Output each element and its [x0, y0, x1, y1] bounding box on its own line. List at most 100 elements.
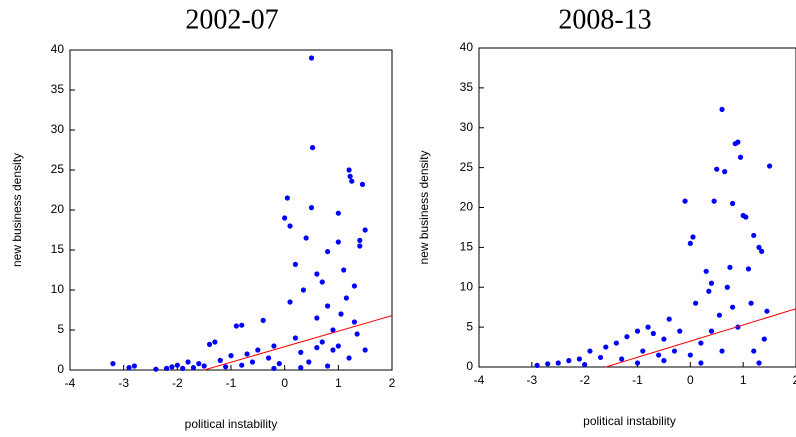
point [351, 283, 358, 289]
point [661, 336, 667, 342]
y-tick-label: 40 [460, 40, 474, 54]
point [212, 339, 218, 345]
point [306, 359, 312, 365]
point [201, 363, 207, 369]
x-tick-label: 2 [793, 373, 796, 387]
point [359, 181, 366, 187]
plot-frame [478, 47, 796, 368]
point [169, 364, 175, 370]
point [730, 304, 736, 310]
point [687, 240, 693, 246]
point [708, 328, 715, 334]
x-tick-label: -4 [65, 376, 76, 390]
point [325, 303, 331, 309]
y-tick-label: 0 [57, 362, 64, 376]
point [271, 365, 277, 371]
point [719, 106, 725, 113]
x-tick-label: -1 [226, 376, 237, 390]
point [698, 340, 704, 346]
point [582, 362, 588, 368]
point [330, 327, 336, 333]
point [131, 363, 137, 369]
point [619, 356, 625, 362]
y-tick-label: 40 [51, 42, 65, 56]
x-tick-label: -3 [118, 376, 129, 390]
y-tick-label: 15 [51, 242, 65, 256]
point [335, 210, 341, 216]
point [330, 347, 336, 353]
point [661, 358, 667, 364]
x-axis-label: political instability [583, 414, 676, 428]
point [362, 347, 368, 353]
point [349, 178, 355, 184]
point [298, 349, 304, 355]
point [292, 261, 298, 267]
point [351, 319, 358, 325]
point [239, 322, 245, 328]
point [314, 315, 320, 321]
point [319, 339, 325, 345]
point [751, 348, 757, 354]
point [347, 173, 353, 179]
point [756, 360, 762, 366]
point [634, 360, 641, 366]
x-tick-label: -4 [474, 373, 485, 387]
point [233, 323, 239, 329]
point [287, 223, 293, 229]
point [693, 300, 699, 306]
point [645, 324, 651, 330]
point [727, 264, 733, 270]
point [687, 352, 693, 358]
point [126, 365, 132, 371]
point [706, 288, 712, 294]
point [716, 312, 722, 318]
point [308, 55, 315, 61]
x-axis-label: political instability [185, 417, 278, 431]
plot-frame [69, 49, 393, 371]
y-tick-label: 25 [460, 160, 474, 174]
x-tick-label: -1 [632, 373, 643, 387]
x-tick-label: 2 [389, 376, 396, 390]
point [206, 341, 213, 347]
y-tick-label: 35 [460, 80, 474, 94]
point [759, 248, 765, 254]
x-tick-label: 0 [281, 376, 288, 390]
fit-line [605, 308, 796, 368]
point [284, 195, 290, 201]
y-axis-label: new business density [10, 153, 24, 267]
point [671, 348, 678, 354]
y-tick-label: 0 [466, 359, 473, 373]
point [260, 317, 266, 323]
y-tick-label: 25 [51, 162, 65, 176]
point [751, 232, 757, 239]
point [164, 365, 170, 371]
point [613, 340, 619, 346]
point [730, 200, 736, 207]
point [737, 154, 744, 160]
y-tick-label: 30 [460, 120, 474, 134]
point [719, 348, 725, 354]
y-axis-label: new business density [417, 150, 431, 264]
point [346, 167, 352, 173]
fit-line [204, 315, 393, 371]
point [110, 361, 116, 367]
point [708, 280, 715, 286]
point [354, 331, 360, 337]
point [343, 295, 349, 301]
point [341, 267, 347, 273]
point [190, 365, 197, 371]
x-tick-label: 1 [335, 376, 342, 390]
point [640, 348, 646, 354]
point [335, 343, 341, 349]
point [338, 311, 344, 317]
point [748, 300, 754, 306]
point [346, 355, 352, 361]
point [308, 205, 315, 211]
y-tick-label: 35 [51, 82, 65, 96]
point [761, 336, 767, 342]
point [576, 356, 582, 362]
point [743, 214, 749, 220]
point [682, 198, 688, 204]
point [217, 357, 223, 363]
